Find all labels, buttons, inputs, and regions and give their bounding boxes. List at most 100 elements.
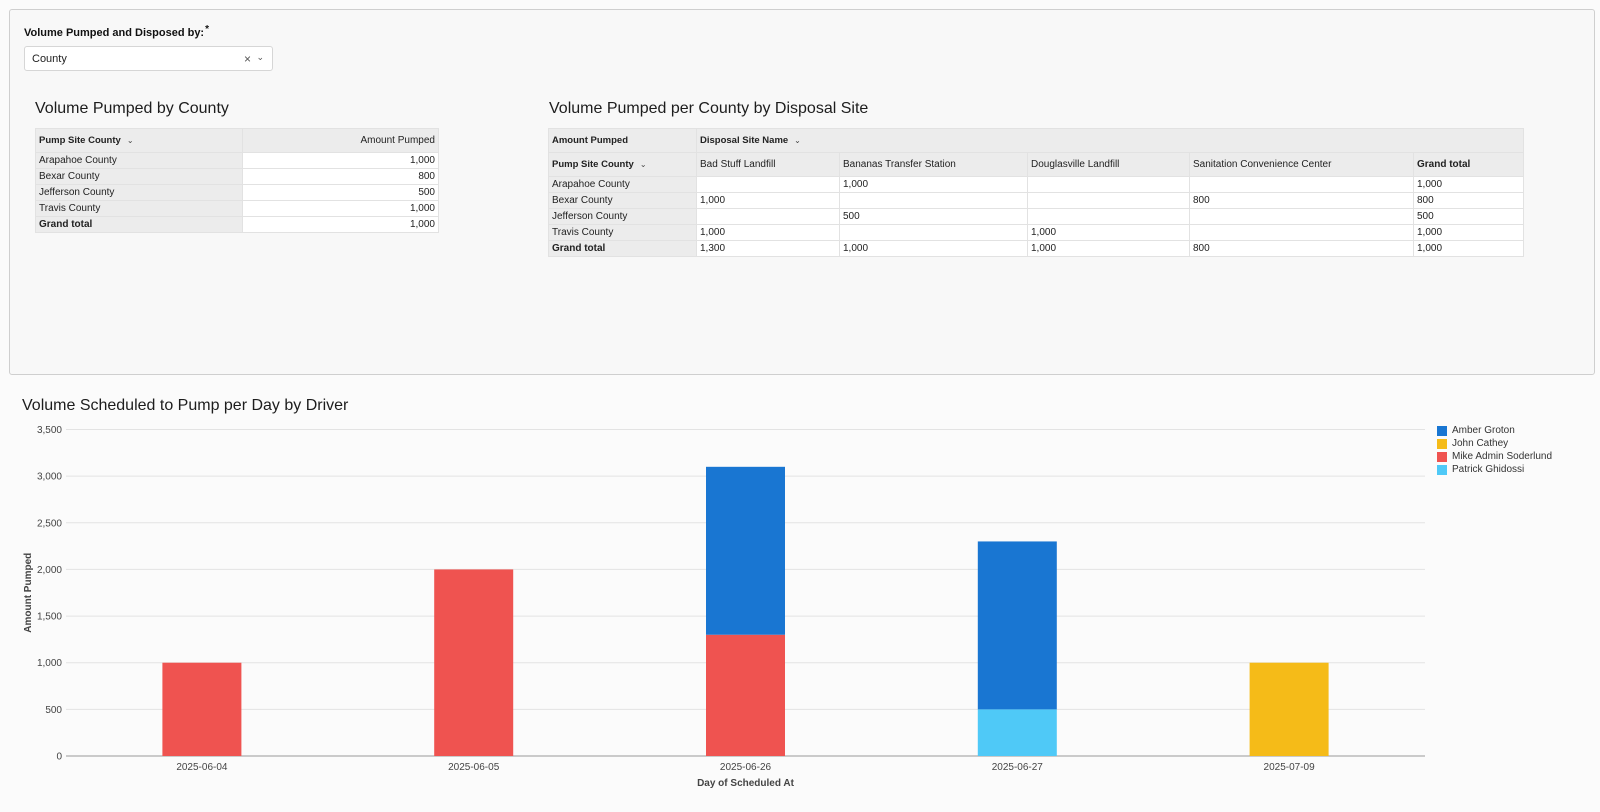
table1-title: Volume Pumped by County bbox=[35, 100, 229, 117]
bar-segment bbox=[162, 662, 242, 756]
table1-row-header[interactable]: Pump Site County ⌄ bbox=[35, 128, 243, 153]
cell-value: 1,300 bbox=[696, 240, 840, 257]
bar-segment bbox=[706, 634, 785, 756]
table1-grand-total-value: 1,000 bbox=[242, 216, 439, 233]
chevron-down-icon[interactable]: ⌄ bbox=[639, 160, 647, 169]
y-tick-label: 1,500 bbox=[37, 612, 62, 623]
bar-segment bbox=[1249, 662, 1329, 756]
cell-value bbox=[696, 208, 840, 225]
cell-value bbox=[1189, 224, 1414, 241]
filter-label: Volume Pumped and Disposed by:* bbox=[24, 24, 209, 39]
cell-value: 1,000 bbox=[1027, 224, 1190, 241]
legend-item[interactable]: John Cathey bbox=[1437, 437, 1552, 450]
legend-item[interactable]: Amber Groton bbox=[1437, 424, 1552, 437]
row-value: 1,000 bbox=[242, 152, 439, 169]
volume-by-county-table: Pump Site County ⌄ Amount Pumped Arapahoe… bbox=[35, 128, 439, 233]
row-label: Travis County bbox=[548, 224, 697, 241]
legend-swatch bbox=[1437, 425, 1447, 436]
clear-icon[interactable]: × bbox=[243, 52, 251, 66]
stacked-bar-chart: 0 500 1,000 1,500 2,000 2,500 3,000 3,500 2025-0… bbox=[23, 425, 1425, 789]
table-row: Bexar County 1,000 800 800 bbox=[548, 192, 1524, 209]
cell-value: 800 bbox=[1189, 240, 1414, 257]
table-row: Jefferson County 500 500 bbox=[548, 208, 1524, 225]
column-header: Sanitation Convenience Center bbox=[1189, 152, 1414, 177]
column-header: Bananas Transfer Station bbox=[839, 152, 1028, 177]
y-tick-label: 500 bbox=[45, 705, 62, 716]
row-value: 800 bbox=[242, 168, 439, 185]
legend-swatch bbox=[1437, 438, 1447, 449]
cell-value: 800 bbox=[1413, 192, 1524, 209]
cell-value bbox=[839, 192, 1028, 209]
bar-segment bbox=[977, 709, 1057, 756]
table2-value-header: Amount Pumped bbox=[548, 128, 697, 153]
cell-value bbox=[1189, 208, 1414, 225]
cell-value bbox=[1027, 208, 1190, 225]
cell-value bbox=[1189, 176, 1414, 193]
table-row: Bexar County 800 bbox=[35, 168, 439, 185]
table-row: Travis County 1,000 1,000 1,000 bbox=[548, 224, 1524, 241]
legend-item[interactable]: Mike Admin Soderlund bbox=[1437, 450, 1552, 463]
volume-by-disposal-site-table: Amount Pumped Disposal Site Name ⌄ Pump S… bbox=[548, 128, 1524, 257]
cell-value bbox=[1027, 176, 1190, 193]
y-tick-label: 2,000 bbox=[37, 565, 62, 576]
y-axis-label: Amount Pumped bbox=[23, 553, 34, 633]
table-row: Arapahoe County 1,000 bbox=[35, 152, 439, 169]
cell-value: 1,000 bbox=[1027, 240, 1190, 257]
cell-value: 1,000 bbox=[839, 176, 1028, 193]
legend-item[interactable]: Patrick Ghidossi bbox=[1437, 463, 1552, 476]
disposed-by-value: County bbox=[32, 53, 67, 65]
x-tick-label: 2025-07-09 bbox=[1264, 762, 1316, 773]
cell-value: 1,000 bbox=[1413, 240, 1524, 257]
cell-value: 1,000 bbox=[696, 224, 840, 241]
row-label: Bexar County bbox=[35, 168, 243, 185]
x-tick-label: 2025-06-27 bbox=[992, 762, 1044, 773]
cell-value bbox=[696, 176, 840, 193]
table1-value-header: Amount Pumped bbox=[242, 128, 439, 153]
column-header: Douglasville Landfill bbox=[1027, 152, 1190, 177]
row-value: 500 bbox=[242, 184, 439, 201]
table2-row-header[interactable]: Pump Site County ⌄ bbox=[548, 152, 697, 177]
disposed-by-select[interactable]: County × ⌄ bbox=[24, 46, 273, 71]
y-tick-label: 3,000 bbox=[37, 472, 62, 483]
cell-value: 1,000 bbox=[1413, 176, 1524, 193]
x-tick-label: 2025-06-05 bbox=[448, 762, 500, 773]
chevron-down-icon[interactable]: ⌄ bbox=[794, 136, 801, 145]
legend-swatch bbox=[1437, 464, 1447, 475]
cell-value: 800 bbox=[1189, 192, 1414, 209]
cell-value: 500 bbox=[839, 208, 1028, 225]
table2-row-header-label: Pump Site County bbox=[552, 159, 634, 170]
x-tick-label: 2025-06-04 bbox=[176, 762, 228, 773]
chevron-down-icon[interactable]: ⌄ bbox=[126, 136, 134, 145]
bar-segment bbox=[706, 466, 785, 635]
cell-value: 1,000 bbox=[1413, 224, 1524, 241]
filter-label-text: Volume Pumped and Disposed by: bbox=[24, 27, 205, 39]
x-axis-label: Day of Scheduled At bbox=[697, 778, 795, 789]
chevron-down-icon[interactable]: ⌄ bbox=[256, 52, 264, 62]
y-tick-label: 3,500 bbox=[37, 425, 62, 436]
cell-value bbox=[839, 224, 1028, 241]
legend-label: Amber Groton bbox=[1452, 425, 1515, 436]
row-label: Jefferson County bbox=[548, 208, 697, 225]
table-row: Travis County 1,000 bbox=[35, 200, 439, 217]
table2-pivot-header[interactable]: Disposal Site Name ⌄ bbox=[696, 128, 1524, 153]
row-label: Grand total bbox=[548, 240, 697, 257]
table1-grand-total-label: Grand total bbox=[35, 216, 243, 233]
table-row: Grand total 1,300 1,000 1,000 800 1,000 bbox=[548, 240, 1524, 257]
chart-title: Volume Scheduled to Pump per Day by Driv… bbox=[22, 397, 349, 414]
table-row: Jefferson County 500 bbox=[35, 184, 439, 201]
row-label: Arapahoe County bbox=[548, 176, 697, 193]
row-label: Jefferson County bbox=[35, 184, 243, 201]
table2-title: Volume Pumped per County by Disposal Sit… bbox=[549, 100, 869, 117]
legend-label: John Cathey bbox=[1452, 438, 1509, 449]
column-header: Grand total bbox=[1413, 152, 1524, 177]
cell-value: 500 bbox=[1413, 208, 1524, 225]
bar-segment bbox=[977, 541, 1057, 710]
y-tick-label: 0 bbox=[56, 752, 62, 763]
column-header: Bad Stuff Landfill bbox=[696, 152, 840, 177]
bar-segment bbox=[434, 569, 514, 756]
row-label: Bexar County bbox=[548, 192, 697, 209]
row-label: Travis County bbox=[35, 200, 243, 217]
legend-swatch bbox=[1437, 451, 1447, 462]
chart-legend: Amber Groton John Cathey Mike Admin Soderl… bbox=[1437, 424, 1552, 476]
table2-pivot-header-label: Disposal Site Name bbox=[700, 135, 789, 146]
